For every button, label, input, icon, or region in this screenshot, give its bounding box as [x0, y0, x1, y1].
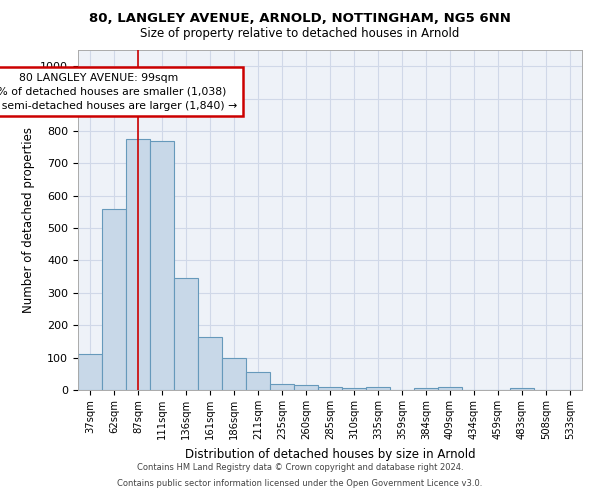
Bar: [366, 388, 390, 390]
Bar: [510, 388, 534, 390]
Text: Contains public sector information licensed under the Open Government Licence v3: Contains public sector information licen…: [118, 478, 482, 488]
Bar: [414, 388, 438, 390]
Bar: [174, 278, 198, 390]
Y-axis label: Number of detached properties: Number of detached properties: [22, 127, 35, 313]
Bar: [150, 140, 174, 390]
Text: Size of property relative to detached houses in Arnold: Size of property relative to detached ho…: [140, 28, 460, 40]
Bar: [198, 336, 222, 390]
Bar: [126, 139, 150, 390]
Bar: [318, 387, 342, 390]
Text: 80, LANGLEY AVENUE, ARNOLD, NOTTINGHAM, NG5 6NN: 80, LANGLEY AVENUE, ARNOLD, NOTTINGHAM, …: [89, 12, 511, 26]
X-axis label: Distribution of detached houses by size in Arnold: Distribution of detached houses by size …: [185, 448, 475, 460]
Bar: [270, 384, 294, 390]
Bar: [294, 386, 318, 390]
Bar: [342, 388, 366, 390]
Bar: [78, 354, 102, 390]
Bar: [102, 208, 126, 390]
Bar: [246, 372, 270, 390]
Bar: [438, 387, 462, 390]
Text: Contains HM Land Registry data © Crown copyright and database right 2024.: Contains HM Land Registry data © Crown c…: [137, 464, 463, 472]
Text: 80 LANGLEY AVENUE: 99sqm
← 36% of detached houses are smaller (1,038)
63% of sem: 80 LANGLEY AVENUE: 99sqm ← 36% of detach…: [0, 72, 237, 110]
Bar: [222, 358, 246, 390]
